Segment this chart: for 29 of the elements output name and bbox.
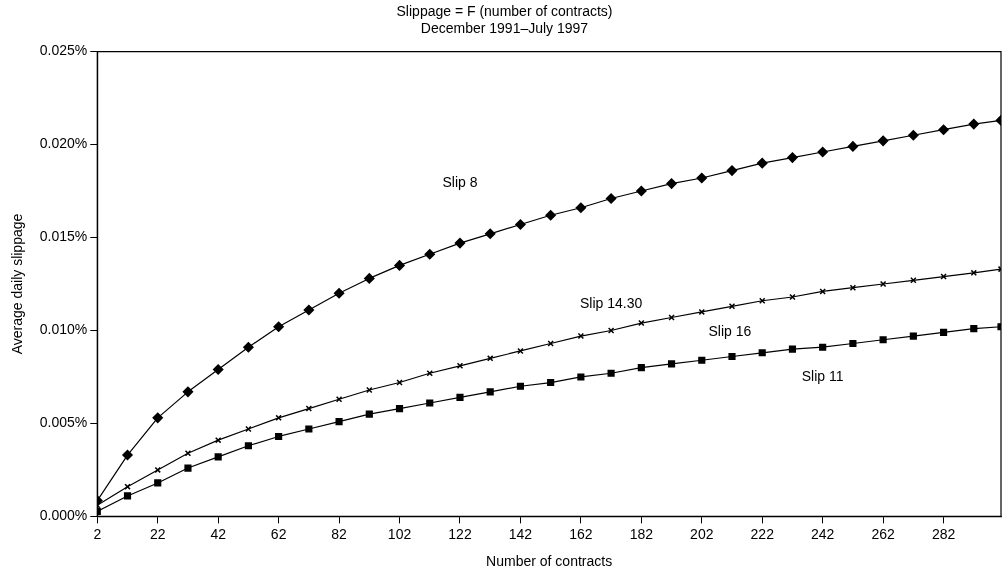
x-tick-label: 62 [270, 525, 287, 542]
x-tick-label: 142 [508, 525, 533, 542]
x-tick-label: 182 [629, 525, 654, 542]
series-label: Slip 14.30 [579, 295, 643, 312]
x-tick-label: 162 [569, 525, 593, 542]
x-tick-label: 82 [331, 525, 348, 542]
y-axis-title: Average daily slippage [9, 213, 26, 355]
series-label: Slip 11 [801, 368, 844, 385]
x-tick-label: 262 [871, 525, 896, 542]
y-tick-label: 0.000% [39, 507, 88, 524]
x-tick-label: 22 [149, 525, 166, 542]
x-tick-label: 282 [931, 525, 956, 542]
x-tick-label: 102 [387, 525, 412, 542]
y-tick-label: 0.005% [39, 414, 88, 431]
x-tick-label: 2 [93, 525, 102, 542]
y-tick-label: 0.020% [39, 135, 88, 152]
x-tick-label: 222 [750, 525, 775, 542]
annotation: Slip 16 [708, 323, 752, 340]
chart-subtitle: December 1991–July 1997 [420, 20, 589, 37]
x-tick-label: 202 [690, 525, 714, 542]
y-tick-label: 0.010% [39, 321, 88, 338]
y-tick-label: 0.025% [39, 42, 88, 59]
x-axis-title: Number of contracts [486, 553, 613, 570]
chart-title: Slippage = F (number of contracts) [396, 3, 613, 20]
x-tick-label: 122 [448, 525, 472, 542]
y-tick-label: 0.015% [39, 228, 88, 245]
text: Slip 8 [442, 173, 478, 190]
x-tick-label: 42 [210, 525, 227, 542]
x-tick-label: 242 [810, 525, 835, 542]
